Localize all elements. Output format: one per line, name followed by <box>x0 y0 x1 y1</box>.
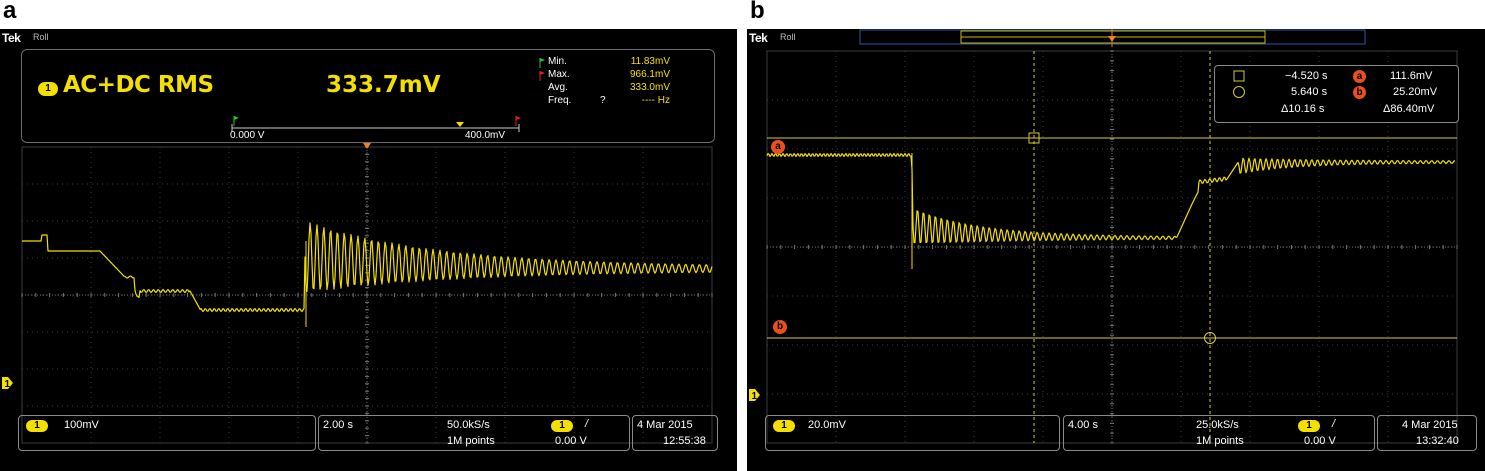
range-end-label: 400.0mV <box>465 130 506 141</box>
horizontal-trigger-box[interactable]: 4.00 s 25.0kS/s 1M points 1 / 0.00 V <box>1063 415 1375 451</box>
acquisition-mode: Roll <box>780 32 796 42</box>
waveform-area-b: 1 <box>749 29 1458 444</box>
max-value: 966.1mV <box>629 69 670 80</box>
panel-b-label: b <box>750 0 765 24</box>
trigger-level: 0.00 V <box>1304 435 1336 447</box>
panel-a-label: a <box>3 0 17 24</box>
channel-badge: 1 <box>38 82 58 96</box>
oscilloscope-screen-a: Tek Roll 1 AC+DC RMS 333.7mV Min. 11.83m… <box>0 29 737 471</box>
time: 13:32:40 <box>1416 435 1459 447</box>
trigger-slope-icon: / <box>585 418 589 430</box>
oscilloscope-screen-b: Tek Roll 1 a b −4.520 s a 111.6mV 5.640 … <box>747 29 1485 471</box>
max-label: Max. <box>548 69 570 80</box>
measurement-value: 333.7mV <box>326 72 441 98</box>
time-scale: 4.00 s <box>1068 419 1098 431</box>
range-start-label: 0.000 V <box>230 130 265 141</box>
channel-1-ground-label: 1 <box>752 391 758 402</box>
delta-time: Δ10.16 s <box>1281 103 1325 115</box>
delta-voltage: Δ86.40mV <box>1383 103 1435 115</box>
time-scale: 2.00 s <box>323 419 353 431</box>
waveform-area-a: 1 <box>2 143 713 444</box>
cursor-b-badge: b <box>1353 86 1366 99</box>
waveform-trace <box>766 152 1456 244</box>
cursor-b-voltage: 25.20mV <box>1393 86 1438 98</box>
time: 12:55:38 <box>663 435 706 447</box>
cursor-b-marker[interactable]: b <box>773 320 787 334</box>
vertical-scale: 20.0mV <box>808 419 846 431</box>
freq-label: Freq. <box>548 95 572 106</box>
tek-logo: Tek <box>2 31 21 45</box>
date: 4 Mar 2015 <box>637 419 693 431</box>
waveform-trace <box>22 222 713 313</box>
freq-value: ---- Hz <box>641 95 670 106</box>
channel-1-ground-label: 1 <box>5 379 11 390</box>
sample-rate: 50.0kS/s <box>447 419 490 431</box>
vertical-scale-box[interactable]: 1 100mV <box>18 415 316 451</box>
freq-flag: ? <box>600 95 606 106</box>
min-label: Min. <box>548 56 567 67</box>
cursor-a-time: −4.520 s <box>1285 70 1328 82</box>
acquisition-mode: Roll <box>33 32 49 42</box>
horizontal-trigger-box[interactable]: 2.00 s 50.0kS/s 1M points 1 / 0.00 V <box>318 415 630 451</box>
stat-flag-icons <box>231 58 545 132</box>
trigger-position-marker <box>363 143 371 149</box>
cursor-a-marker[interactable]: a <box>771 140 785 154</box>
channel-pill: 1 <box>26 420 48 432</box>
cursor-a-square-icon <box>1028 132 1040 144</box>
vertical-scale-box[interactable]: 1 20.0mV <box>765 415 1060 451</box>
date-time-box: 4 Mar 2015 12:55:38 <box>632 415 718 451</box>
record-length: 1M points <box>447 435 495 447</box>
record-length: 1M points <box>1196 435 1244 447</box>
channel-pill: 1 <box>773 420 795 432</box>
trigger-slope-icon: / <box>1332 418 1336 430</box>
vertical-scale: 100mV <box>64 419 99 431</box>
tek-logo: Tek <box>749 31 768 45</box>
cursor-a-badge: a <box>1353 70 1366 83</box>
trigger-level: 0.00 V <box>555 435 587 447</box>
date: 4 Mar 2015 <box>1402 419 1458 431</box>
measurement-name: AC+DC RMS <box>63 72 214 98</box>
cursor-a-voltage: 111.6mV <box>1390 70 1433 82</box>
sample-rate: 25.0kS/s <box>1196 419 1239 431</box>
trigger-channel-pill: 1 <box>1298 420 1320 432</box>
cursor-readout: −4.520 s a 111.6mV 5.640 s b 25.20mV Δ10… <box>1214 65 1459 123</box>
trigger-channel-pill: 1 <box>551 420 573 432</box>
min-value: 11.83mV <box>630 56 670 67</box>
channel-1-ground-marker <box>2 377 13 389</box>
cursor-b-time: 5.640 s <box>1291 86 1328 98</box>
cursor-shape-icons <box>1233 70 1245 98</box>
avg-label: Avg. <box>548 82 568 93</box>
date-time-box: 4 Mar 2015 13:32:40 <box>1377 415 1477 451</box>
measurement-panel[interactable]: 1 AC+DC RMS 333.7mV Min. 11.83mV Max. 96… <box>21 49 715 143</box>
cursor-b-circle-icon <box>1204 332 1216 344</box>
avg-value: 333.0mV <box>629 82 670 93</box>
channel-1-ground-marker <box>749 389 760 401</box>
